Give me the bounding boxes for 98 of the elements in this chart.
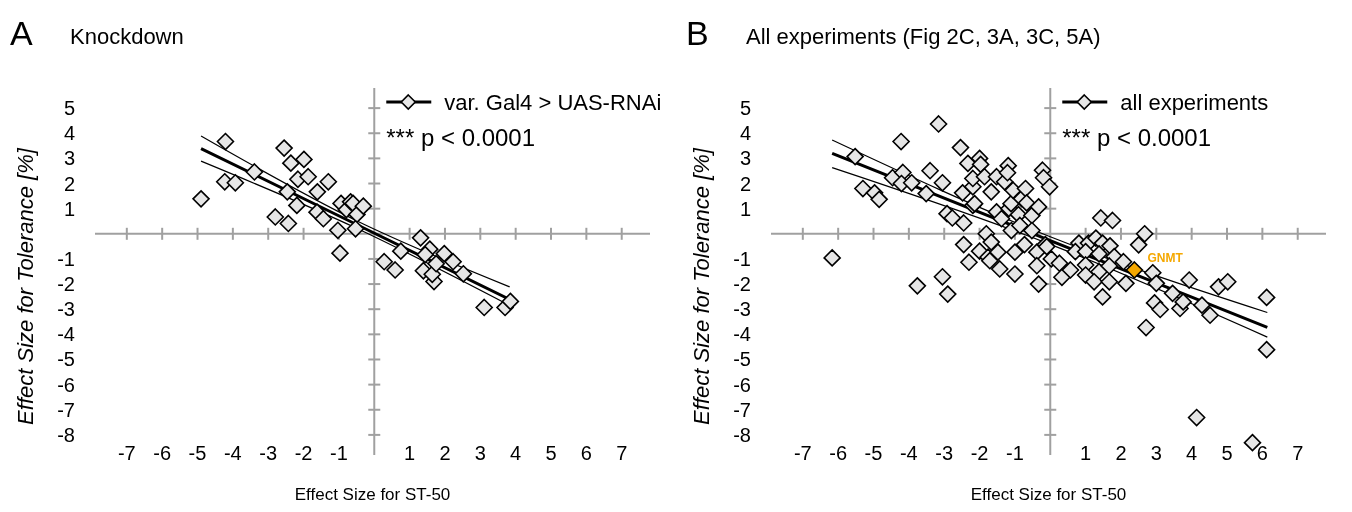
- x-tick-label: 1: [1080, 442, 1092, 464]
- x-tick-label: 6: [1256, 442, 1268, 464]
- point: [435, 244, 454, 263]
- point: [226, 173, 245, 192]
- x-tick-label: -3: [935, 442, 954, 464]
- y-tick-label: 2: [739, 172, 751, 195]
- x-tick-label: 4: [510, 442, 522, 464]
- y-tick-label: -4: [733, 323, 751, 346]
- point: [216, 132, 235, 151]
- x-tick-label: -7: [793, 442, 812, 464]
- point: [319, 172, 338, 191]
- y-tick-label: 3: [739, 147, 751, 170]
- point: [308, 183, 327, 201]
- x-tick-label: -2: [970, 442, 989, 464]
- point: [423, 265, 442, 284]
- x-tick-label: 3: [1150, 442, 1162, 464]
- y-tick-label: 1: [739, 197, 751, 220]
- x-tick-label: 5: [545, 442, 557, 464]
- x-tick-label: -3: [259, 442, 278, 464]
- y-tick-label: -2: [57, 273, 75, 296]
- point: [391, 242, 410, 260]
- x-axis-title: Effect Size for ST-50: [294, 485, 451, 504]
- y-tick-label: 5: [63, 97, 75, 120]
- y-tick-label: 2: [63, 172, 75, 195]
- point: [346, 219, 365, 238]
- chart-title: All experiments (Fig 2C, 3A, 3C, 5A): [746, 24, 1101, 49]
- y-tick-label: -3: [57, 298, 75, 321]
- point: [282, 154, 300, 172]
- y-tick-label: -7: [733, 398, 751, 421]
- x-tick-label: 3: [474, 442, 486, 464]
- chart-title: Knockdown: [70, 24, 184, 49]
- x-tick-label: -4: [223, 442, 242, 464]
- y-axis-title: Effect Size for Tolerance [%]: [13, 147, 38, 425]
- point: [192, 190, 210, 208]
- x-tick-label: -4: [899, 442, 918, 464]
- legend-label: var. Gal4 > UAS-RNAi: [444, 89, 662, 115]
- point: [331, 244, 349, 262]
- y-tick-label: 4: [63, 122, 75, 145]
- x-tick-label: -2: [294, 442, 313, 464]
- y-tick-label: -5: [733, 348, 751, 371]
- annotation: *** p < 0.0001: [386, 124, 536, 151]
- point: [279, 214, 298, 233]
- point: [411, 229, 430, 247]
- point: [295, 150, 313, 169]
- annotation: *** p < 0.0001: [1062, 124, 1212, 151]
- y-tick-label: -7: [57, 398, 75, 421]
- x-tick-label: 4: [1186, 442, 1198, 464]
- point: [454, 264, 473, 283]
- y-tick-label: 5: [739, 97, 751, 120]
- x-tick-label: 7: [616, 442, 628, 464]
- y-tick-label: -4: [57, 323, 75, 346]
- point: [245, 163, 264, 181]
- point: [354, 197, 373, 215]
- x-tick-label: -1: [1006, 442, 1024, 464]
- point: [427, 254, 445, 273]
- x-axis-title: Effect Size for ST-50: [970, 485, 1127, 504]
- point: [275, 139, 293, 157]
- y-tick-label: -8: [57, 423, 75, 446]
- annotation: GNMT: [1147, 250, 1184, 265]
- x-tick-label: 1: [404, 442, 416, 464]
- y-tick-label: -1: [733, 247, 751, 270]
- y-tick-label: -3: [733, 298, 751, 321]
- point: [299, 167, 317, 186]
- x-tick-label: 6: [580, 442, 592, 464]
- y-tick-label: 1: [63, 197, 75, 220]
- x-tick-label: -7: [117, 442, 136, 464]
- y-tick-label: 3: [63, 147, 75, 170]
- x-tick-label: -1: [330, 442, 348, 464]
- x-tick-label: -5: [864, 442, 883, 464]
- y-axis-title: Effect Size for Tolerance [%]: [689, 147, 714, 425]
- x-tick-label: 2: [1115, 442, 1127, 464]
- x-tick-label: -6: [153, 442, 172, 464]
- x-tick-label: -5: [188, 442, 207, 464]
- point: [278, 183, 297, 201]
- text: A: [10, 14, 33, 52]
- point: [266, 208, 285, 226]
- y-tick-label: -5: [57, 348, 75, 371]
- x-tick-label: 5: [1221, 442, 1233, 464]
- point: [475, 298, 494, 317]
- text: B: [686, 14, 709, 52]
- y-tick-label: -6: [57, 373, 75, 396]
- point: [444, 252, 462, 271]
- y-tick-label: -2: [733, 273, 751, 296]
- y-tick-label: 4: [739, 122, 751, 145]
- x-tick-label: -6: [829, 442, 848, 464]
- x-tick-label: 7: [1292, 442, 1304, 464]
- y-tick-label: -6: [733, 373, 751, 396]
- x-tick-label: 2: [439, 442, 451, 464]
- y-tick-label: -8: [733, 423, 751, 446]
- point: [288, 196, 306, 215]
- point: [416, 245, 434, 264]
- y-tick-label: -1: [57, 247, 75, 270]
- point: [314, 209, 333, 228]
- legend-label: all experiments: [1120, 89, 1269, 115]
- point: [386, 261, 404, 279]
- point: [329, 221, 347, 240]
- point: [501, 292, 520, 311]
- point: [375, 252, 393, 271]
